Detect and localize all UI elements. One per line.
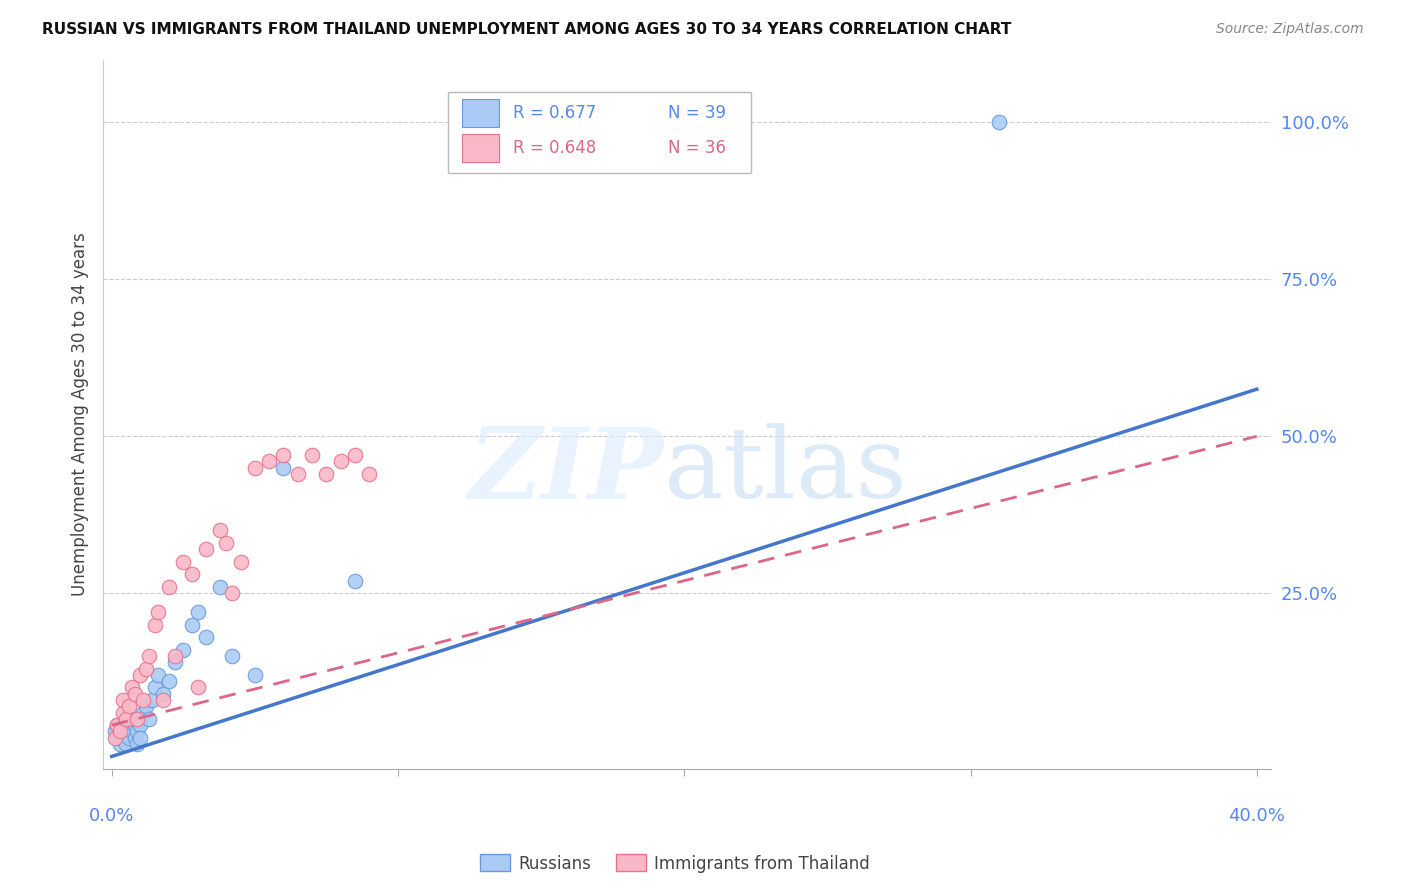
Point [221, 586, 243, 600]
Point [121, 724, 143, 739]
Point [138, 648, 160, 663]
Point [129, 718, 152, 732]
Point [195, 542, 218, 557]
Point [121, 681, 143, 695]
Point [115, 724, 138, 739]
Point [141, 693, 163, 707]
Point [187, 681, 209, 695]
Point [124, 718, 146, 732]
Point [143, 681, 166, 695]
Text: R = 0.648: R = 0.648 [513, 139, 596, 157]
Point [152, 693, 174, 707]
Point [103, 724, 125, 739]
Point [107, 731, 129, 745]
Point [187, 605, 209, 619]
Point [229, 555, 252, 569]
Point [110, 724, 132, 739]
Point [152, 687, 174, 701]
Point [221, 648, 243, 663]
Point [273, 460, 295, 475]
Point [209, 524, 232, 538]
Point [135, 699, 157, 714]
Point [180, 617, 202, 632]
Text: atlas: atlas [664, 423, 907, 519]
Point [124, 731, 146, 745]
Point [195, 630, 218, 644]
Point [329, 454, 352, 468]
Point [129, 731, 152, 745]
Point [209, 580, 232, 594]
Point [115, 712, 138, 726]
Text: 0.0%: 0.0% [89, 806, 135, 825]
Point [172, 555, 194, 569]
Point [315, 467, 337, 481]
Text: N = 39: N = 39 [668, 103, 727, 122]
FancyBboxPatch shape [461, 99, 499, 127]
Point [127, 737, 149, 751]
Point [132, 706, 155, 720]
Point [115, 712, 138, 726]
Point [180, 567, 202, 582]
Point [163, 655, 186, 669]
Point [135, 662, 157, 676]
Point [138, 712, 160, 726]
Y-axis label: Unemployment Among Ages 30 to 34 years: Unemployment Among Ages 30 to 34 years [72, 233, 89, 596]
Point [287, 467, 309, 481]
FancyBboxPatch shape [447, 92, 751, 173]
Text: R = 0.677: R = 0.677 [513, 103, 596, 122]
Point [103, 731, 125, 745]
Point [112, 731, 135, 745]
Text: Source: ZipAtlas.com: Source: ZipAtlas.com [1216, 22, 1364, 37]
Point [146, 668, 169, 682]
Text: N = 36: N = 36 [668, 139, 727, 157]
Point [143, 617, 166, 632]
Point [301, 448, 323, 462]
Point [146, 605, 169, 619]
Point [110, 737, 132, 751]
Point [163, 648, 186, 663]
Point [110, 724, 132, 739]
FancyBboxPatch shape [461, 134, 499, 162]
Point [243, 460, 266, 475]
Point [112, 693, 135, 707]
Point [172, 642, 194, 657]
Point [127, 724, 149, 739]
Point [124, 687, 146, 701]
Point [115, 737, 138, 751]
Point [129, 668, 152, 682]
Point [112, 706, 135, 720]
Text: 40.0%: 40.0% [1229, 806, 1285, 825]
Text: ZIP: ZIP [468, 423, 664, 519]
Text: RUSSIAN VS IMMIGRANTS FROM THAILAND UNEMPLOYMENT AMONG AGES 30 TO 34 YEARS CORRE: RUSSIAN VS IMMIGRANTS FROM THAILAND UNEM… [42, 22, 1011, 37]
Point [118, 718, 141, 732]
Point [359, 467, 381, 481]
Point [215, 536, 238, 550]
Point [257, 454, 280, 468]
Point [112, 718, 135, 732]
Point [157, 580, 180, 594]
Legend: Russians, Immigrants from Thailand: Russians, Immigrants from Thailand [472, 847, 877, 880]
Point [344, 574, 367, 588]
Point [132, 693, 155, 707]
Point [127, 712, 149, 726]
Point [273, 448, 295, 462]
Point [243, 668, 266, 682]
Point [344, 448, 367, 462]
Point [107, 718, 129, 732]
Point [118, 699, 141, 714]
Point [121, 712, 143, 726]
Point [107, 718, 129, 732]
Point [988, 115, 1011, 129]
Point [157, 674, 180, 689]
Point [118, 731, 141, 745]
